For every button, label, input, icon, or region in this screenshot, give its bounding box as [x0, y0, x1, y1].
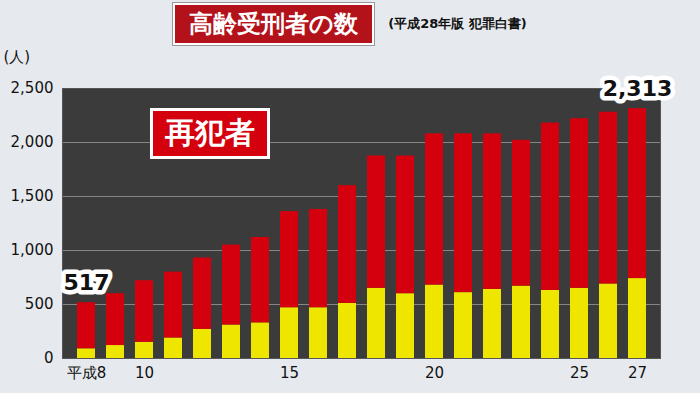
svg-text:0: 0	[44, 349, 54, 367]
svg-text:(人): (人)	[4, 48, 31, 66]
svg-text:2,500: 2,500	[11, 79, 54, 97]
svg-text:517: 517	[64, 270, 110, 295]
svg-text:15: 15	[280, 364, 299, 382]
svg-text:1,500: 1,500	[11, 187, 54, 205]
svg-text:25: 25	[570, 364, 589, 382]
svg-text:27: 27	[628, 364, 647, 382]
svg-text:500: 500	[25, 295, 54, 313]
html-text:再犯者: 再犯者	[165, 115, 255, 150]
svg-text:1,000: 1,000	[11, 241, 54, 259]
html-text:(平成28年版 犯罪白書): (平成28年版 犯罪白書)	[388, 16, 527, 31]
svg-text:平成8: 平成8	[67, 364, 107, 382]
html-text:高齢受刑者の数: 高齢受刑者の数	[189, 10, 359, 38]
svg-text:2,313: 2,313	[603, 76, 673, 101]
svg-text:2,000: 2,000	[11, 133, 54, 151]
svg-text:10: 10	[135, 364, 154, 382]
svg-text:20: 20	[425, 364, 444, 382]
